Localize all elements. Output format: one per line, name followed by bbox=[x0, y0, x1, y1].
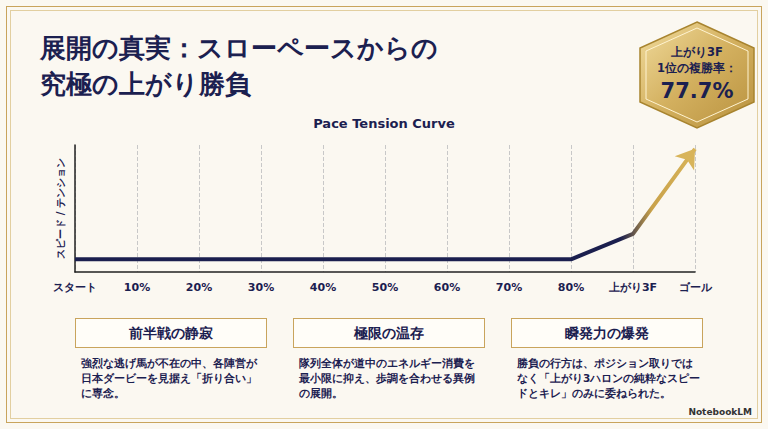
svg-text:30%: 30% bbox=[248, 281, 274, 294]
html-text:瞬発力の爆発: 瞬発力の爆発 bbox=[565, 325, 649, 341]
html-text:強烈な逃げ馬が不在の中、各陣営が日本ダービーを見据え「折り合: 強烈な逃げ馬が不在の中、各陣営が日本ダービーを見据え「折り合い」に専念。 bbox=[81, 357, 257, 399]
svg-text:80%: 80% bbox=[558, 281, 584, 294]
svg-text:スタート: スタート bbox=[53, 281, 97, 294]
svg-text:ゴール: ゴール bbox=[679, 281, 713, 294]
html-text:1位の複勝率：: 1位の複勝率： bbox=[657, 61, 737, 75]
html-text:究極の上がり勝負: 究極の上がり勝負 bbox=[40, 69, 251, 99]
svg-text:40%: 40% bbox=[310, 281, 336, 294]
html-text:前半戦の静寂: 前半戦の静寂 bbox=[129, 325, 213, 341]
svg-text:50%: 50% bbox=[372, 281, 398, 294]
html-text:勝負の行方は、ポジション取りではなく「上がり3ハロンの純粋な: 勝負の行方は、ポジション取りではなく「上がり3ハロンの純粋なスピードとキレ」のみ… bbox=[517, 357, 701, 399]
svg-text:60%: 60% bbox=[434, 281, 460, 294]
html-text:NotebookLM: NotebookLM bbox=[688, 407, 752, 417]
html-text:展開の真実：スローペースからの: 展開の真実：スローペースからの bbox=[40, 33, 438, 63]
svg-text:スピード / テンション: スピード / テンション bbox=[55, 158, 66, 259]
svg-text:上がり3F: 上がり3F bbox=[608, 281, 657, 294]
html-text:上がり3F: 上がり3F bbox=[671, 45, 723, 59]
svg-text:10%: 10% bbox=[124, 281, 150, 294]
html-text:77.7%: 77.7% bbox=[660, 79, 734, 103]
html-text:極限の温存: 極限の温存 bbox=[354, 325, 424, 341]
svg-text:20%: 20% bbox=[186, 281, 212, 294]
html-text:隊列全体が道中のエネルギー消費を最小限に抑え、歩調を合わせる: 隊列全体が道中のエネルギー消費を最小限に抑え、歩調を合わせる異例の展開。 bbox=[299, 357, 475, 399]
svg-text:Pace Tension Curve: Pace Tension Curve bbox=[313, 116, 455, 131]
svg-text:70%: 70% bbox=[496, 281, 522, 294]
